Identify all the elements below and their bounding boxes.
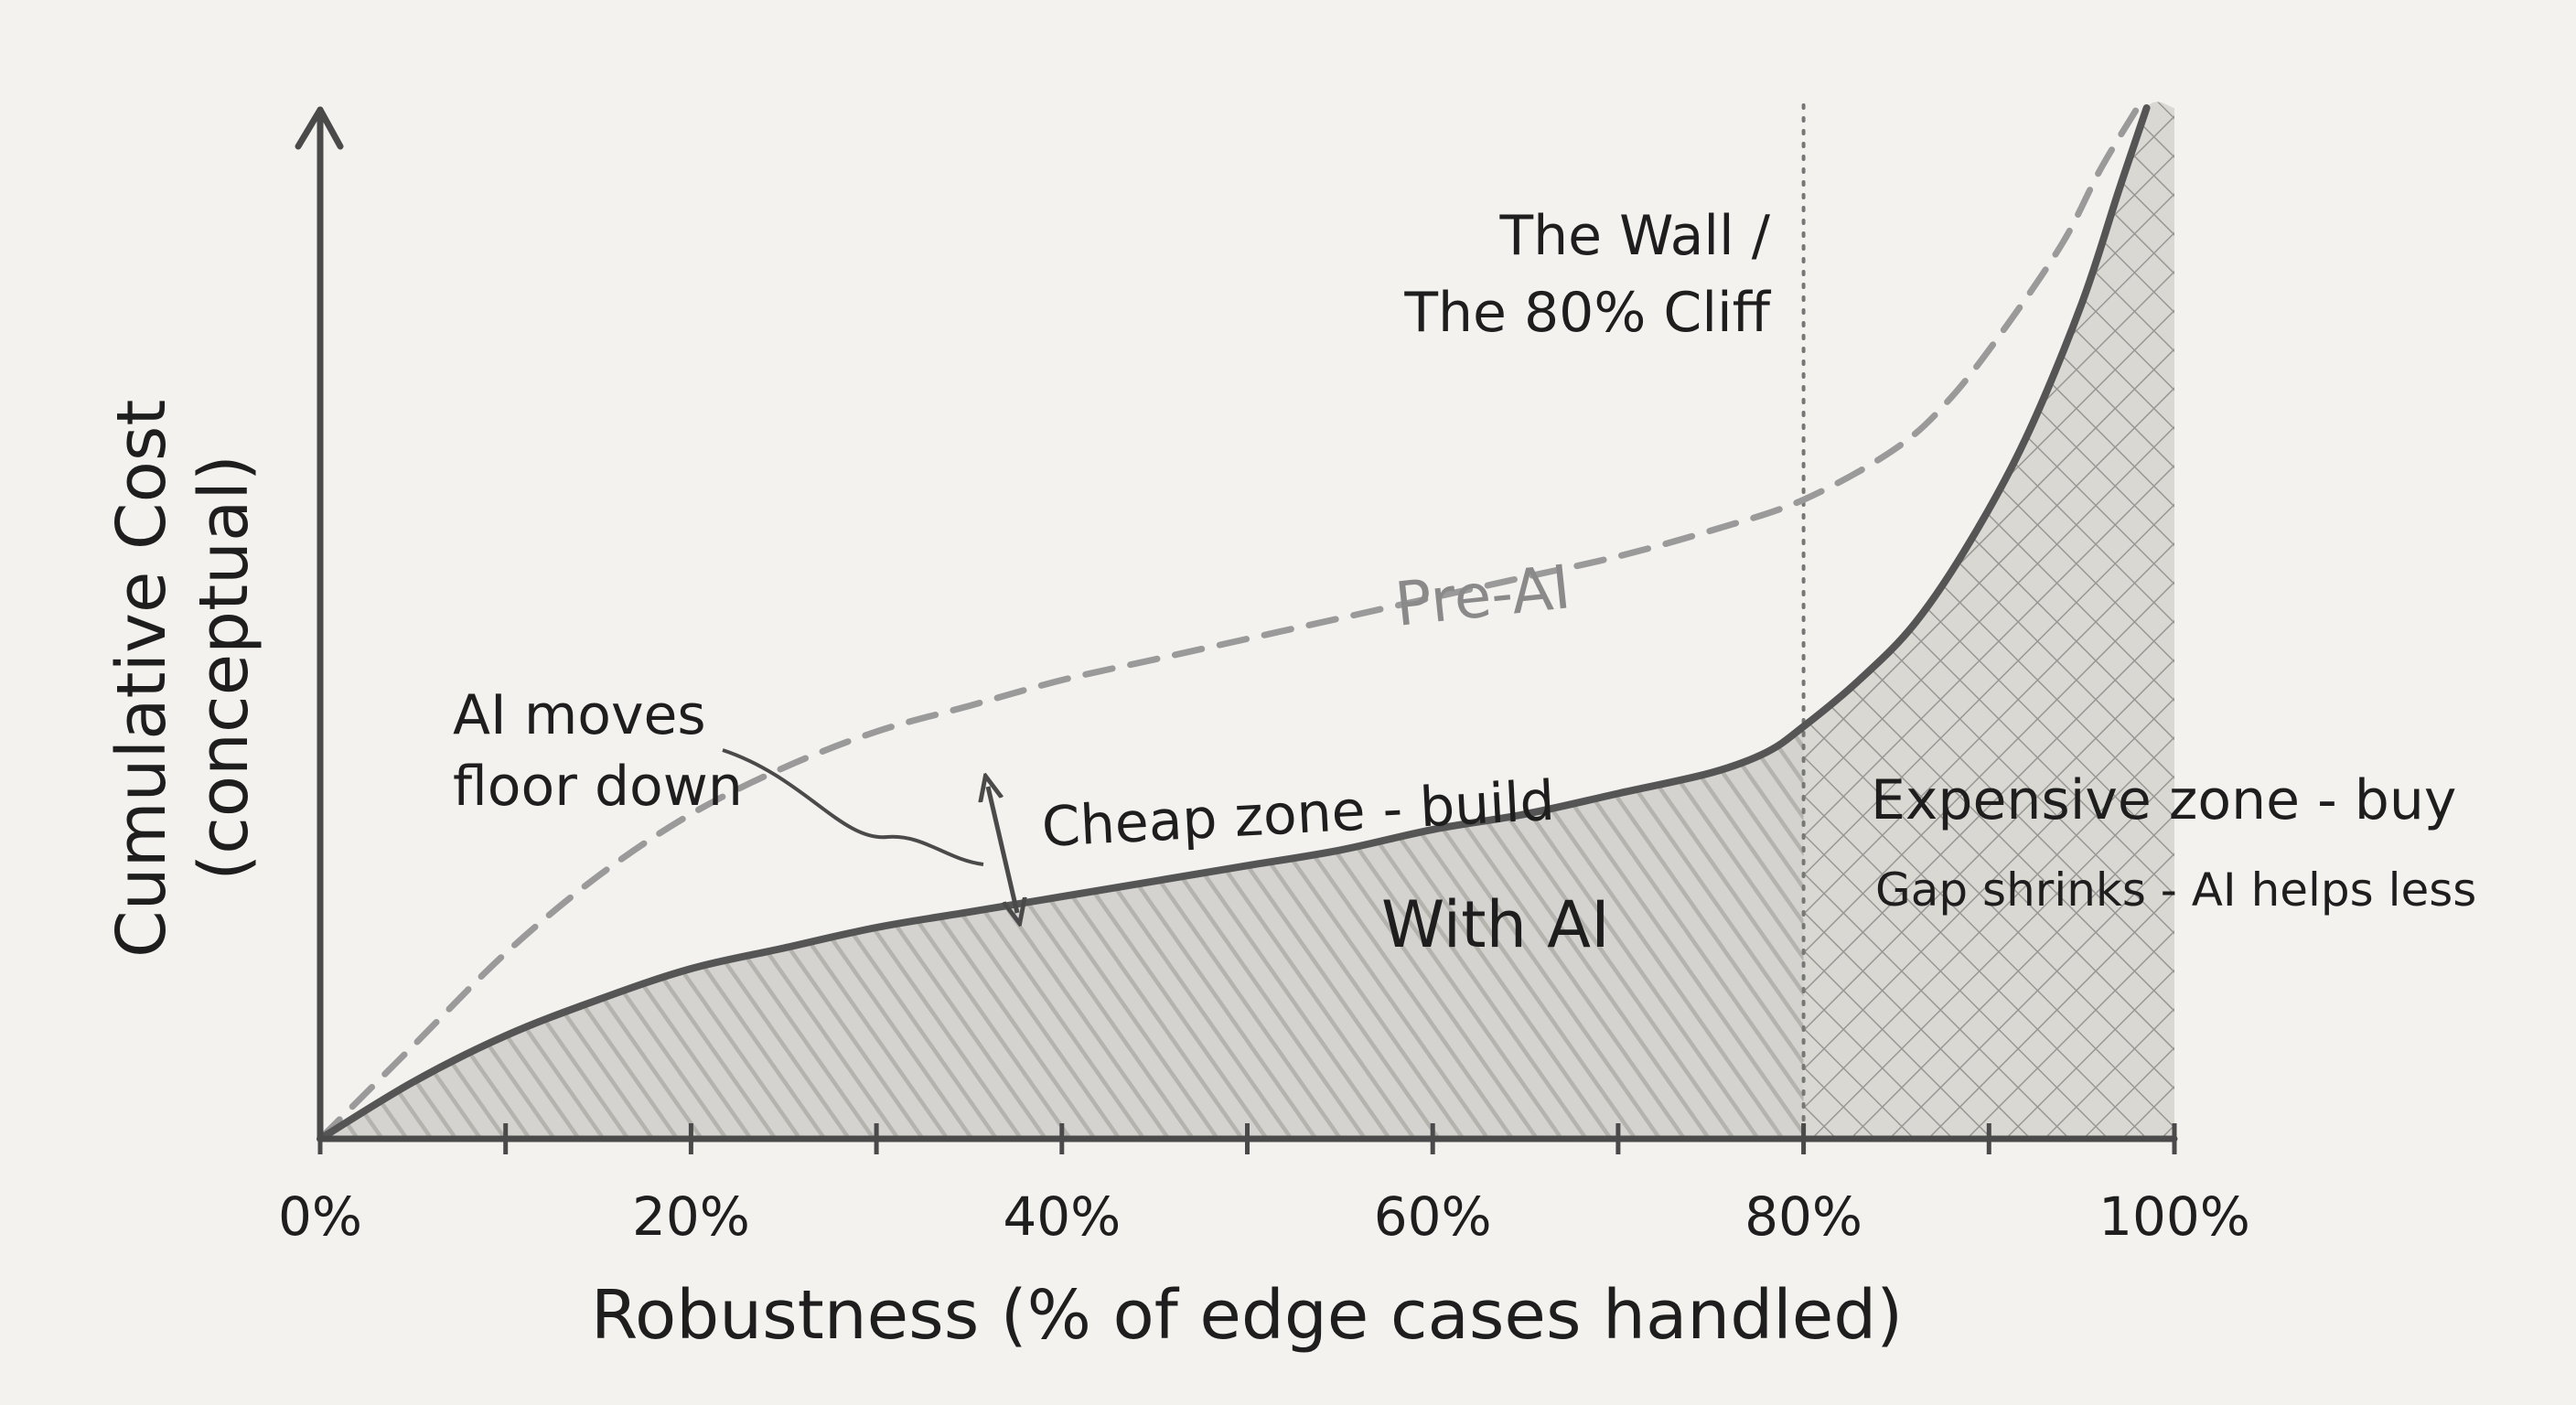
floor-leader-curve xyxy=(722,748,984,866)
floor-label-line-1: AI moves xyxy=(453,683,706,747)
floor-label-line-2: floor down xyxy=(453,755,743,819)
with-ai-series-label: With AI xyxy=(1381,887,1610,962)
x-axis-ticks xyxy=(317,1123,2177,1154)
y-axis-title-line: Cumulative Cost xyxy=(102,400,181,958)
with-ai-line xyxy=(317,104,2151,1142)
expensive-zone-label: Expensive zone - buy xyxy=(1871,768,2456,832)
y-axis-title-line: (conceptual) xyxy=(185,455,263,881)
x-axis-title: Robustness (% of edge cases handled) xyxy=(591,1276,1903,1355)
x-tick-label: 100% xyxy=(2098,1185,2250,1248)
gap-double-arrow xyxy=(988,787,1017,913)
y-axis-title: Cumulative Cost (conceptual) xyxy=(102,378,263,958)
pre-ai-series-label: Pre-AI xyxy=(1392,552,1574,640)
y-axis-arrowhead xyxy=(295,106,344,150)
x-tick-label: 0% xyxy=(278,1185,362,1248)
x-tick-label: 20% xyxy=(632,1185,750,1248)
gap-shrinks-note: Gap shrinks - AI helps less xyxy=(1875,863,2476,917)
x-tick-label: 40% xyxy=(1003,1185,1121,1248)
pre-ai-line xyxy=(317,104,2141,1142)
x-tick-label: 60% xyxy=(1374,1185,1492,1248)
x-axis-tick-labels: 0% 20% 40% 60% 80% 100% xyxy=(278,1185,2250,1248)
wall-label-line-1: The Wall / xyxy=(1498,204,1770,268)
expensive-zone-hatching xyxy=(1803,102,2174,1139)
wall-label-line-2: The 80% Cliff xyxy=(1403,281,1771,345)
x-tick-label: 80% xyxy=(1744,1185,1862,1248)
